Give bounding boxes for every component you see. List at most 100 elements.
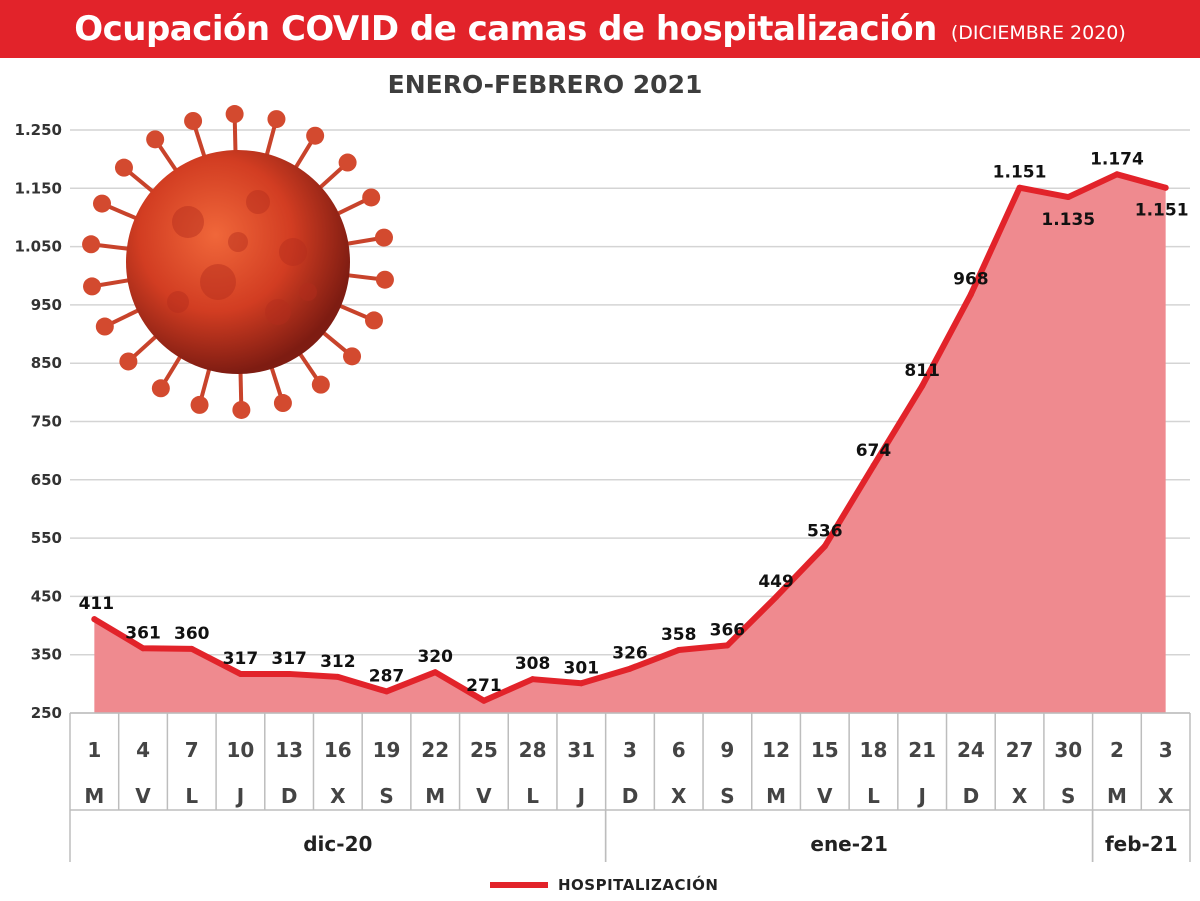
- x-tick-day: 2: [1110, 738, 1124, 762]
- data-labels: 411 361 360 317 317 312 287 320 271 308 301 326 358 3…: [79, 149, 1189, 695]
- x-tick-weekday: J: [235, 784, 244, 808]
- virus-spike-tip: [93, 194, 112, 213]
- area-fill: [94, 174, 1166, 714]
- y-tick-label: 1.250: [15, 121, 62, 139]
- virus-spike-tip: [267, 110, 286, 129]
- x-tick-weekday: X: [330, 784, 346, 808]
- data-point: [724, 642, 731, 649]
- virus-spike-tip: [273, 394, 292, 413]
- virus-spike-tip: [374, 228, 393, 247]
- y-tick-label: 1.050: [15, 238, 62, 256]
- x-tick-weekday: J: [576, 784, 585, 808]
- x-tick-day: 13: [275, 738, 303, 762]
- virus-texture: [265, 299, 291, 325]
- x-tick-weekday: L: [526, 784, 539, 808]
- virus-spike-tip: [114, 158, 133, 177]
- virus-texture: [200, 264, 236, 300]
- x-tick-day: 31: [567, 738, 595, 762]
- x-tick-day: 19: [373, 738, 401, 762]
- virus-texture: [279, 238, 307, 266]
- x-tick-day: 24: [957, 738, 985, 762]
- x-tick-day: 30: [1054, 738, 1082, 762]
- y-tick-label: 550: [31, 529, 62, 547]
- data-point: [529, 676, 536, 683]
- virus-spike-tip: [225, 105, 244, 124]
- data-point: [1065, 194, 1072, 201]
- data-point: [480, 697, 487, 704]
- x-tick-day: 18: [860, 738, 888, 762]
- data-label: 271: [466, 676, 502, 696]
- x-tick-day: 15: [811, 738, 839, 762]
- x-tick-weekday: M: [1107, 784, 1127, 808]
- x-tick-weekday: J: [916, 784, 925, 808]
- month-label: ene-21: [810, 832, 888, 856]
- y-tick-label: 650: [31, 471, 62, 489]
- data-point: [334, 673, 341, 680]
- data-point: [627, 665, 633, 672]
- legend-label: HOSPITALIZACIÓN: [558, 876, 719, 894]
- virus-spike-tip: [364, 311, 383, 330]
- x-tick-day: 10: [227, 738, 255, 762]
- virus-spike-tip: [95, 317, 114, 336]
- x-tick-weekday: V: [817, 784, 833, 808]
- virus-texture: [228, 232, 248, 252]
- data-label: 320: [417, 647, 453, 667]
- data-label: 1.151: [1135, 201, 1189, 221]
- x-tick-weekday: D: [622, 784, 639, 808]
- x-tick-day: 1: [87, 738, 101, 762]
- virus-spike-tip: [190, 395, 209, 414]
- virus-spike-tip: [119, 352, 138, 371]
- data-point: [286, 670, 293, 677]
- virus-texture: [167, 291, 189, 313]
- virus-spike-tip: [362, 188, 381, 207]
- x-tick-weekday: X: [1012, 784, 1028, 808]
- data-point: [188, 645, 195, 652]
- data-point: [919, 382, 926, 389]
- data-point: [91, 616, 98, 623]
- x-tick-day: 16: [324, 738, 352, 762]
- area-series: [91, 171, 1169, 714]
- x-tick-day: 27: [1006, 738, 1034, 762]
- data-point: [383, 688, 390, 695]
- x-tick-weekday: L: [867, 784, 880, 808]
- x-tick-day: 21: [908, 738, 936, 762]
- x-tick-weekday: D: [963, 784, 980, 808]
- data-point: [1162, 184, 1169, 191]
- x-tick-day: 4: [136, 738, 150, 762]
- data-point: [870, 462, 877, 469]
- data-label: 317: [223, 649, 259, 669]
- x-tick-day: 22: [421, 738, 449, 762]
- virus-texture: [246, 190, 270, 214]
- x-tick-day: 3: [1159, 738, 1173, 762]
- virus-spike-tip: [83, 277, 102, 296]
- data-point: [675, 647, 682, 654]
- x-tick-weekday: S: [379, 784, 393, 808]
- data-label: 811: [904, 361, 940, 381]
- data-point: [578, 680, 585, 687]
- data-label: 1.151: [993, 163, 1047, 183]
- x-tick-weekday: D: [281, 784, 298, 808]
- data-point: [432, 669, 439, 676]
- month-label: feb-21: [1105, 832, 1178, 856]
- virus-body: [126, 150, 350, 374]
- data-label: 361: [125, 623, 161, 643]
- legend-swatch: [490, 882, 548, 888]
- page-title: Ocupación COVID de camas de hospitalizac…: [74, 9, 937, 49]
- y-tick-label: 250: [31, 704, 62, 722]
- data-label: 312: [320, 652, 356, 672]
- x-tick-day: 7: [185, 738, 199, 762]
- data-label: 317: [271, 649, 307, 669]
- data-label: 358: [661, 625, 697, 645]
- x-tick-weekday: L: [185, 784, 198, 808]
- data-label: 449: [758, 572, 794, 592]
- virus-spike-tip: [151, 379, 170, 398]
- x-tick-day: 28: [519, 738, 547, 762]
- virus-spike-tip: [184, 111, 203, 130]
- data-label: 536: [807, 521, 843, 541]
- chart-title: ENERO-FEBRERO 2021: [387, 70, 703, 99]
- data-label: 360: [174, 624, 210, 644]
- x-axis: 1 M 4 V 7 L 10 J 13 D 16 X 19 S 22 M 25 V 28 L 31 J 3 D 6 X 9 S 12 M 1…: [69, 712, 1191, 862]
- virus-texture: [299, 283, 317, 301]
- virus-spike-tip: [146, 130, 165, 149]
